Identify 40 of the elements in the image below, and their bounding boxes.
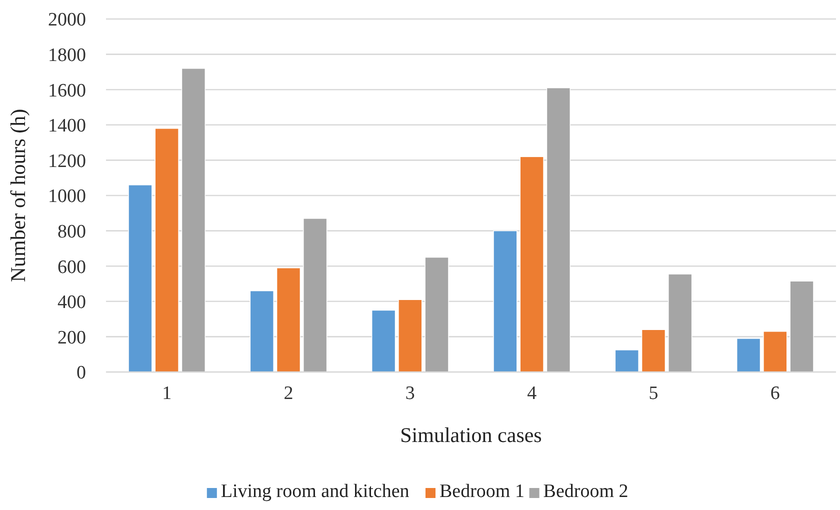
bar bbox=[303, 218, 328, 372]
bar bbox=[520, 156, 544, 372]
y-tick-label: 0 bbox=[76, 362, 86, 384]
bar bbox=[493, 230, 518, 372]
x-tick-label: 1 bbox=[162, 383, 172, 404]
bar bbox=[614, 350, 639, 372]
x-tick-label: 4 bbox=[527, 383, 538, 404]
y-tick-label: 1200 bbox=[48, 150, 86, 172]
y-tick-label: 600 bbox=[58, 256, 86, 278]
bar bbox=[276, 267, 301, 372]
legend-label: Bedroom 2 bbox=[543, 481, 628, 502]
bar bbox=[736, 338, 761, 372]
y-tick-label: 1000 bbox=[48, 186, 86, 208]
y-tick-label: 1800 bbox=[48, 44, 86, 66]
x-tick-label: 6 bbox=[770, 383, 780, 404]
x-tick-label: 2 bbox=[284, 383, 294, 404]
legend-label: Bedroom 1 bbox=[440, 481, 524, 502]
bar bbox=[763, 331, 788, 372]
bar bbox=[128, 184, 152, 372]
y-tick-label: 1600 bbox=[48, 80, 86, 102]
bar bbox=[668, 274, 692, 372]
bar bbox=[250, 290, 274, 372]
bar bbox=[641, 329, 666, 372]
bar bbox=[371, 310, 396, 372]
y-tick-label: 1400 bbox=[48, 116, 86, 137]
bar bbox=[790, 280, 814, 372]
bar bbox=[424, 256, 449, 372]
bar bbox=[181, 68, 206, 372]
bar bbox=[398, 299, 422, 372]
y-tick-label: 200 bbox=[58, 327, 86, 348]
y-tick-label: 800 bbox=[58, 221, 86, 242]
x-axis-title: Simulation cases bbox=[400, 423, 542, 447]
x-tick-label: 3 bbox=[405, 383, 415, 404]
bar bbox=[154, 128, 179, 372]
legend-label: Living room and kitchen bbox=[220, 481, 410, 502]
y-tick-label: 2000 bbox=[48, 10, 86, 31]
bar bbox=[546, 87, 571, 372]
y-axis-title: Number of hours (h) bbox=[6, 108, 30, 282]
y-tick-label: 400 bbox=[58, 292, 86, 314]
x-tick-label: 5 bbox=[648, 383, 658, 404]
